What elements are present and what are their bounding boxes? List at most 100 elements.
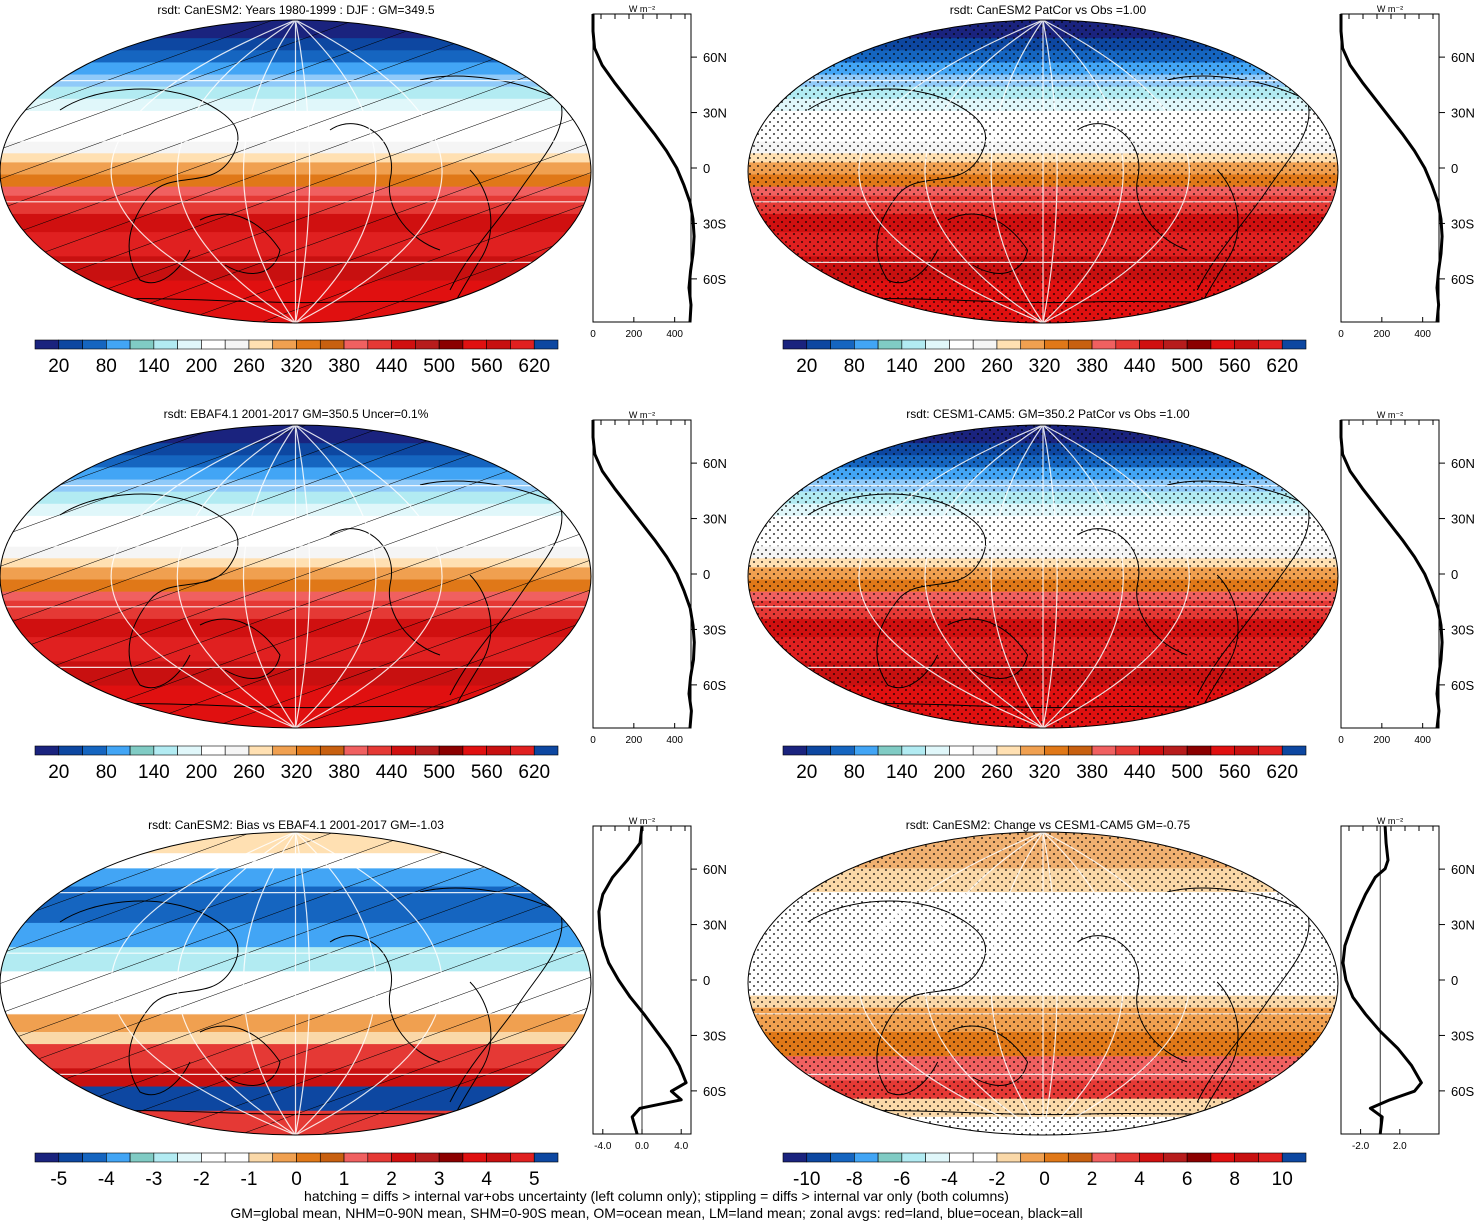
colorbar-swatch	[1210, 339, 1235, 350]
colorbar-swatch	[1186, 745, 1212, 756]
graticule-meridian	[294, 425, 311, 728]
colorbar-label: 80	[844, 356, 865, 377]
colorbar-label: 20	[48, 762, 69, 783]
colorbar-label: 140	[886, 356, 918, 377]
colorbar: -5 -4 -3 -2 -1 0 1 2 3 4 5	[34, 1152, 559, 1190]
zonal-profile: W m⁻² 60N 30N 0 30S 60S -4.0 0.0 4.0	[592, 816, 727, 1152]
colorbar-label: 620	[1266, 356, 1298, 377]
profile-lat-label: 60N	[703, 862, 727, 877]
graticule	[748, 425, 1338, 728]
graticule-meridian	[110, 832, 296, 1135]
colorbar-swatch	[877, 339, 903, 350]
colorbar-swatch	[177, 745, 202, 756]
colorbar-swatch	[1258, 1152, 1283, 1163]
colorbar-swatch	[272, 745, 297, 756]
colorbar-swatch	[391, 339, 416, 350]
profile-lat-label: 30N	[703, 106, 727, 121]
colorbar-swatch	[1139, 745, 1164, 756]
colorbar-swatch	[82, 339, 107, 350]
profile-x-label: 0	[590, 329, 596, 340]
colorbar-label: 6	[1182, 1169, 1193, 1190]
colorbar-swatch	[1020, 339, 1045, 350]
colorbar-swatch	[1067, 339, 1093, 350]
colorbar-label: 620	[518, 762, 550, 783]
profile-lat-label: 30N	[1451, 512, 1475, 527]
colorbar-label: 500	[1171, 356, 1203, 377]
panel-title: rsdt: CESM1-CAM5: GM=350.2 PatCor vs Obs…	[906, 407, 1190, 421]
colorbar-swatch	[949, 339, 974, 350]
colorbar-label: 320	[1029, 762, 1061, 783]
colorbar-swatch	[1163, 745, 1188, 756]
profile-lat-label: 0	[1451, 567, 1458, 582]
graticule-meridian	[990, 425, 1044, 728]
profile-x-label: 400	[1414, 329, 1431, 340]
panel-5: rsdt: CanESM2: Bias vs EBAF4.1 2001-2017…	[0, 816, 727, 1190]
profile-lat-label: 30N	[703, 512, 727, 527]
profile-x-label: 0	[1338, 329, 1344, 340]
profile-lat-label: 0	[1451, 161, 1458, 176]
colorbar-swatch	[806, 339, 831, 350]
graticule-meridian	[243, 832, 296, 1135]
colorbar-swatch	[486, 339, 511, 350]
colorbar-swatch	[58, 1152, 83, 1163]
colorbar-swatch	[1067, 1152, 1093, 1163]
colorbar-swatch	[925, 1152, 950, 1163]
graticule	[0, 425, 591, 728]
profile-curve-all	[1341, 825, 1423, 1135]
graticule-meridian	[1042, 832, 1058, 1135]
profile-x-label: 2.0	[1393, 1141, 1407, 1152]
colorbar-label: 80	[96, 356, 117, 377]
colorbar-label: 440	[376, 762, 408, 783]
colorbar-swatch	[830, 745, 855, 756]
colorbar-swatch	[1044, 745, 1069, 756]
colorbar-swatch	[486, 1152, 511, 1163]
colorbar-label: -2	[989, 1169, 1006, 1190]
colorbar-label: 140	[138, 356, 170, 377]
colorbar-swatch	[1115, 745, 1140, 756]
colorbar-swatch	[949, 745, 974, 756]
colorbar-swatch	[486, 745, 511, 756]
colorbar-swatch	[877, 745, 903, 756]
profile-unit-label: W m⁻²	[1377, 816, 1403, 826]
colorbar-label: 560	[471, 356, 503, 377]
colorbar-swatch	[782, 745, 808, 756]
colorbar-swatch	[462, 745, 487, 756]
colorbar-label: 500	[423, 762, 455, 783]
profile-lat-label: 0	[703, 567, 710, 582]
profile-lat-label: 0	[703, 161, 710, 176]
colorbar-swatch	[1044, 1152, 1069, 1163]
colorbar-swatch	[34, 1152, 60, 1163]
map-field	[748, 425, 1338, 728]
colorbar-swatch	[367, 339, 392, 350]
colorbar-swatch	[972, 339, 998, 350]
colorbar-label: -5	[50, 1169, 67, 1190]
map-border	[747, 19, 1339, 324]
profile-unit-label: W m⁻²	[629, 4, 655, 14]
colorbar-label: 320	[281, 356, 313, 377]
colorbar-label: 440	[1124, 762, 1156, 783]
graticule-meridian	[924, 425, 1044, 728]
profile-lat-label: 30S	[1451, 622, 1474, 637]
colorbar-swatch	[925, 745, 950, 756]
colorbar-swatch	[201, 1152, 226, 1163]
colorbar-swatch	[510, 745, 535, 756]
colorbar-swatch	[391, 745, 416, 756]
profile-lat-label: 60N	[703, 456, 727, 471]
colorbar-swatch	[1210, 745, 1235, 756]
profile-x-label: 200	[1373, 329, 1390, 340]
panel-2: rsdt: CanESM2 PatCor vs Obs =1.00 20 80 140…	[747, 3, 1475, 377]
profile-lat-label: 30S	[703, 216, 726, 231]
colorbar-swatch	[248, 745, 274, 756]
profile-lat-label: 60S	[1451, 678, 1474, 693]
colorbar-swatch	[996, 745, 1022, 756]
colorbar-swatch	[58, 339, 83, 350]
colorbar: 20 80 140 200 260 320 380 440 500 560 620	[34, 339, 559, 377]
profile-x-label: 0.0	[635, 1141, 649, 1152]
footer-note-means: GM=global mean, NHM=0-90N mean, SHM=0-90…	[230, 1205, 1083, 1221]
colorbar-swatch	[996, 1152, 1022, 1163]
colorbar-swatch	[438, 745, 464, 756]
colorbar-swatch	[106, 339, 131, 350]
colorbar-swatch	[854, 1152, 879, 1163]
colorbar-swatch	[1091, 339, 1117, 350]
